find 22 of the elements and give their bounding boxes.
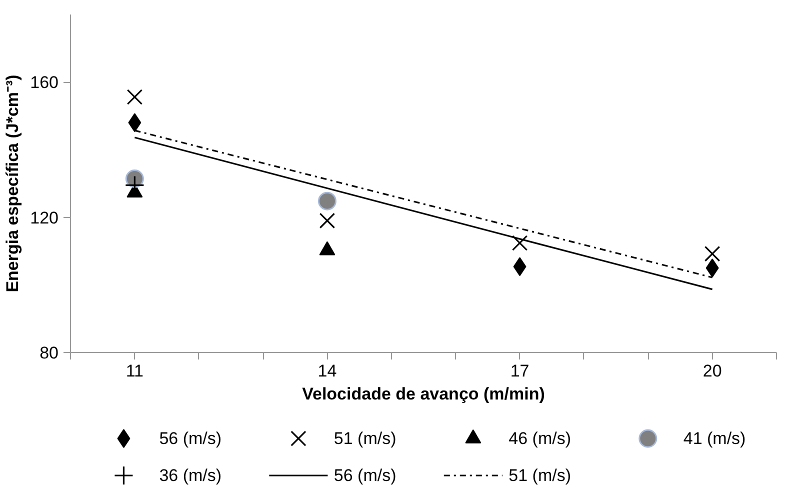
y-tick-label: 160	[30, 73, 59, 92]
point	[126, 89, 143, 105]
legend-label: 51 (m/s)	[508, 466, 571, 485]
point	[318, 192, 336, 210]
point	[704, 246, 720, 262]
point	[512, 235, 528, 251]
y-tick-label: 80	[40, 344, 59, 362]
point	[706, 258, 719, 278]
legend-label: 41 (m/s)	[683, 429, 746, 448]
legend-label: 56 (m/s)	[159, 429, 222, 448]
x-tick-label: 11	[126, 362, 144, 380]
legend-label: 46 (m/s)	[508, 429, 571, 448]
x-tick-label: 17	[510, 362, 530, 380]
y-tick-label: 120	[30, 208, 59, 228]
x-tick-label: 14	[318, 362, 337, 380]
legend-label: 56 (m/s)	[334, 466, 396, 485]
point	[319, 212, 336, 229]
x-axis-title: Velocidade de avanço (m/min)	[302, 384, 545, 404]
legend-label: 36 (m/s)	[159, 466, 222, 485]
legend-label: 51 (m/s)	[334, 429, 396, 448]
y-axis-title: Energia específica (J*cm⁻³)	[3, 74, 22, 292]
x-tick-label: 20	[702, 362, 722, 380]
